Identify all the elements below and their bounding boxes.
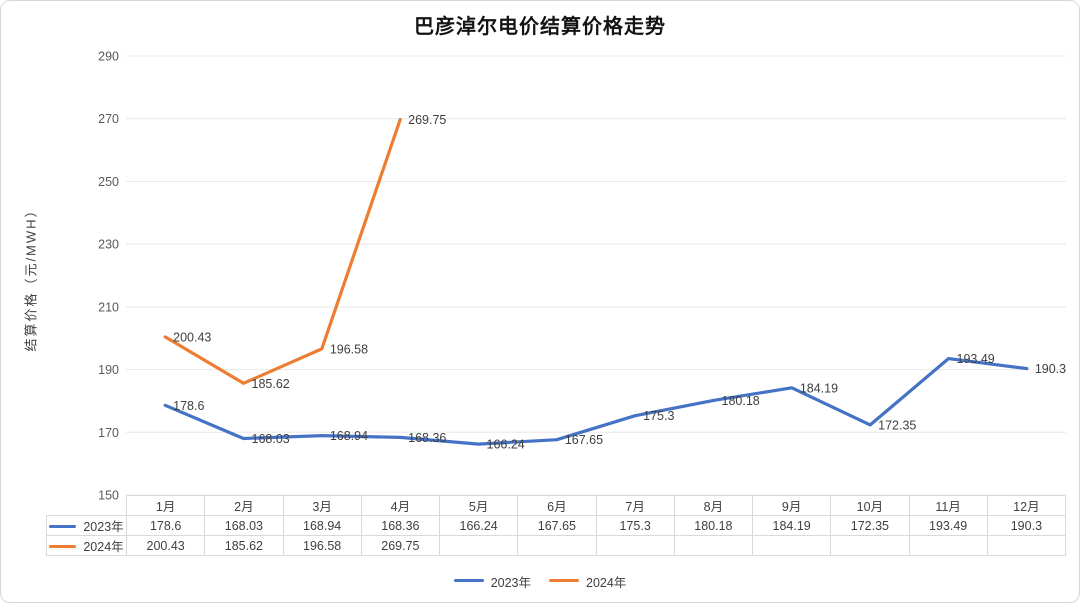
data-label: 190.3	[1035, 362, 1066, 376]
value-cell: 168.36	[360, 515, 441, 536]
data-label: 200.43	[173, 330, 211, 344]
series-swatch-icon	[49, 545, 77, 549]
month-header-cell: 6月	[517, 495, 597, 516]
value-cell: 175.3	[595, 515, 675, 536]
value-cell	[673, 535, 754, 556]
data-label: 167.65	[565, 433, 603, 447]
month-header-cell: 7月	[595, 495, 675, 516]
month-header-cell: 1月	[125, 495, 206, 516]
data-label: 178.6	[173, 399, 204, 413]
value-cell: 167.65	[517, 515, 597, 536]
value-cell: 178.6	[125, 515, 206, 536]
value-cell	[908, 535, 988, 556]
series-row-header: 2023年	[46, 515, 127, 536]
data-label: 168.94	[330, 429, 368, 443]
data-label: 166.24	[487, 438, 525, 452]
table-month-header-row: 1月 2月 3月 4月 5月 6月 7月 8月 9月 10月 11月 12月	[47, 495, 1067, 516]
y-tick-label: 270	[98, 112, 119, 126]
y-tick-label: 150	[98, 489, 119, 503]
table-row-2024年: 2024年 200.43 185.62 196.58 269.75	[46, 535, 1067, 556]
y-tick-label: 170	[98, 426, 119, 440]
legend-label: 2023年	[490, 576, 531, 590]
y-tick-label: 250	[98, 175, 119, 189]
value-cell: 180.18	[673, 515, 754, 536]
value-cell: 168.03	[204, 515, 284, 536]
value-cell: 196.58	[282, 535, 362, 556]
series-row-header: 2024年	[46, 535, 127, 556]
value-cell: 172.35	[830, 515, 910, 536]
value-cell: 190.3	[986, 515, 1067, 536]
month-header-cell: 8月	[673, 495, 754, 516]
value-cell	[986, 535, 1067, 556]
value-cell	[438, 535, 519, 556]
month-header-cell: 12月	[986, 495, 1067, 516]
data-label: 180.18	[722, 394, 760, 408]
y-tick-label: 290	[98, 50, 119, 64]
series-line-2024年	[163, 117, 402, 385]
month-header-cell: 11月	[908, 495, 988, 516]
data-label: 175.3	[643, 409, 674, 423]
data-label: 168.36	[408, 431, 446, 445]
value-cell	[595, 535, 675, 556]
chart-legend: 2023年 2024年	[1, 572, 1079, 591]
y-tick-label: 190	[98, 363, 119, 377]
data-label: 269.75	[408, 113, 446, 127]
month-header-cell: 10月	[830, 495, 910, 516]
series-line-2023年	[163, 357, 1029, 446]
data-label: 172.35	[878, 418, 916, 432]
legend-line-icon	[453, 579, 484, 582]
legend-item-2024年: 2024年	[549, 572, 626, 591]
value-cell: 193.49	[908, 515, 988, 536]
data-label: 168.03	[252, 432, 290, 446]
month-header-cell: 5月	[438, 495, 519, 516]
month-header-cell: 4月	[360, 495, 441, 516]
legend-line-icon	[549, 579, 579, 582]
month-header-cell: 2月	[204, 495, 284, 516]
data-label: 184.19	[800, 381, 838, 395]
table-corner-cell	[47, 496, 127, 516]
value-cell	[830, 535, 910, 556]
value-cell: 185.62	[204, 535, 284, 556]
data-label: 193.49	[957, 352, 995, 366]
chart-title: 巴彦淖尔电价结算价格走势	[414, 16, 666, 38]
data-label: 196.58	[330, 342, 368, 356]
legend-item-2023年: 2023年	[453, 572, 531, 591]
value-cell: 184.19	[751, 515, 832, 536]
table-row-2023年: 2023年 178.6 168.03 168.94 168.36 166.24 167.65…	[46, 515, 1067, 536]
month-header-cell: 9月	[751, 495, 832, 516]
series-swatch-icon	[49, 525, 77, 529]
y-tick-label: 210	[98, 300, 119, 314]
data-label: 185.62	[252, 377, 290, 391]
month-header-cell: 3月	[282, 495, 362, 516]
chart-data-table: 1月 2月 3月 4月 5月 6月 7月 8月 9月 10月 11月 12月 2023年 178.6 168…	[46, 495, 1067, 556]
value-cell	[517, 535, 597, 556]
y-tick-label: 230	[98, 238, 119, 252]
value-cell: 166.24	[438, 515, 519, 536]
value-cell: 168.94	[282, 515, 362, 536]
legend-label: 2024年	[586, 576, 627, 590]
value-cell: 269.75	[360, 535, 441, 556]
value-cell	[751, 535, 832, 556]
value-cell: 200.43	[125, 535, 206, 556]
